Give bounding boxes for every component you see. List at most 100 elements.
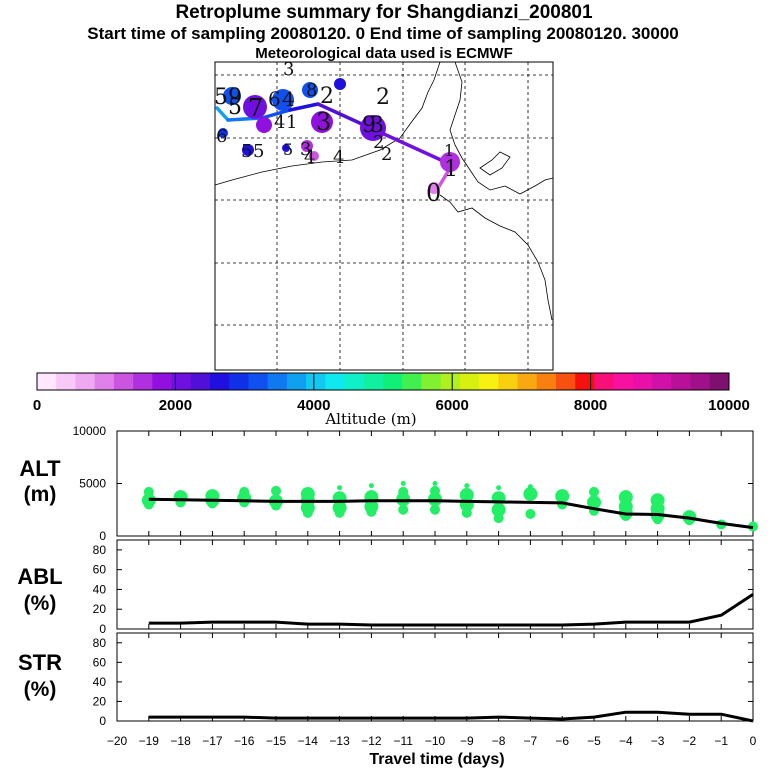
x-tick-label: −5 <box>587 734 601 748</box>
y-tick-label: 5000 <box>79 477 106 491</box>
altitude-colorbar: 0 2000 4000 6000 8000 10000 Altitude (m) <box>33 372 750 428</box>
map-label: 4 <box>333 147 344 168</box>
y-axis-label: ALT <box>19 456 61 481</box>
x-tick-label: −7 <box>524 734 538 748</box>
altitude-cluster-point <box>432 481 438 486</box>
altitude-cluster-point <box>271 485 281 496</box>
y-tick-label: 60 <box>93 655 107 669</box>
colorbar-axis-label: Altitude (m) <box>324 410 416 428</box>
x-tick-label: −12 <box>361 734 382 748</box>
colorbar-swatch <box>171 373 192 390</box>
y-tick-label: 20 <box>93 694 107 708</box>
map-label: 9 <box>362 113 376 138</box>
altitude-cluster-point <box>491 502 506 517</box>
x-tick-label: −2 <box>683 734 697 748</box>
y-axis-label: ABL <box>17 564 62 589</box>
map-label: 6 <box>216 126 227 147</box>
map-label: 9 <box>228 85 242 110</box>
y-axis-unit: (m) <box>24 483 57 506</box>
altitude-cluster-point <box>523 487 538 501</box>
altitude-cluster-point <box>396 492 411 507</box>
map-label: 5 <box>228 95 242 120</box>
altitude-cluster-point <box>366 506 377 517</box>
altitude-cluster-point <box>334 507 345 518</box>
x-tick-label: −6 <box>555 734 569 748</box>
altitude-cluster-point <box>428 492 442 507</box>
x-tick-label: −15 <box>266 734 287 748</box>
map-label: 6 <box>268 87 281 111</box>
x-tick-label: 0 <box>750 734 757 748</box>
sampling-time-subtitle: Start time of sampling 20080120. 0 End t… <box>87 24 679 43</box>
x-tick-label: −10 <box>425 734 446 748</box>
colorbar-swatch <box>421 373 442 390</box>
altitude-cluster-point <box>239 497 250 508</box>
x-tick-label: −17 <box>202 734 223 748</box>
altitude-cluster-point <box>302 507 313 518</box>
colorbar-swatch <box>479 373 499 390</box>
colorbar-swatch <box>56 373 76 390</box>
x-tick-label: −14 <box>298 734 319 748</box>
y-axis-label: STR <box>18 650 62 675</box>
coastline <box>214 61 554 321</box>
time-series-panels: ALT(m) 0 5000 10000 ABL (%) 0 20 40 60 80 STR (%) 0 20… <box>17 424 758 768</box>
colorbar-swatch <box>248 373 269 390</box>
altitude-cluster-point <box>368 483 374 489</box>
colorbar-tick-label: 2000 <box>159 397 192 414</box>
map-label: 2 <box>381 144 392 165</box>
altitude-cluster-point <box>271 500 281 511</box>
map-label: 0 <box>426 179 441 207</box>
colorbar-swatch <box>652 373 672 390</box>
colorbar-swatch <box>671 373 692 390</box>
altitude-cluster-point <box>496 485 502 491</box>
y-tick-label: 0 <box>99 529 106 543</box>
map-frame <box>214 61 554 371</box>
map-label: 5 <box>253 141 264 162</box>
y-axis-unit: (%) <box>24 592 57 615</box>
y-tick-label: 60 <box>93 563 107 577</box>
map-label: 4 <box>282 87 295 111</box>
altitude-cluster-point <box>525 508 536 519</box>
panel-abl: ABL (%) 0 20 40 60 80 <box>17 539 754 636</box>
colorbar-tick-label: 8000 <box>574 397 607 414</box>
map-label: 1 <box>444 157 458 182</box>
altitude-cluster-point <box>430 504 440 515</box>
colorbar-swatch <box>363 373 384 390</box>
map-dots <box>218 78 460 194</box>
map-label: 1 <box>286 112 297 133</box>
y-tick-label: 0 <box>99 622 106 636</box>
y-tick-label: 80 <box>93 636 107 650</box>
altitude-cluster-point <box>461 507 472 518</box>
colorbar-swatch <box>575 373 595 390</box>
series-line <box>148 710 754 723</box>
colorbar-swatch <box>190 373 211 390</box>
colorbar-swatch <box>94 373 115 390</box>
colorbar-swatch <box>229 373 249 390</box>
colorbar-swatch <box>690 373 711 390</box>
map-label: 3 <box>300 139 311 160</box>
y-tick-label: 10000 <box>73 424 107 438</box>
altitude-cluster-point <box>337 485 343 491</box>
x-tick-label: −13 <box>329 734 350 748</box>
colorbar-swatch <box>306 373 326 390</box>
map-label: 2 <box>376 85 390 110</box>
colorbar-tick-label: 4000 <box>297 397 330 414</box>
x-tick-label: −20 <box>107 734 128 748</box>
map-label: 3 <box>370 113 384 138</box>
map-label: 3 <box>316 108 331 136</box>
altitude-cluster-point <box>587 495 601 510</box>
panel-frame <box>116 632 754 722</box>
map-label: 1 <box>444 141 454 160</box>
y-tick-label: 40 <box>93 675 107 689</box>
colorbar-swatch <box>536 373 557 390</box>
met-data-subtitle: Meteorological data used is ECMWF <box>255 45 513 62</box>
colorbar-swatch <box>133 373 153 390</box>
chart-title: Retroplume summary for Shangdianzi_20080… <box>175 2 593 23</box>
x-tick-label: −4 <box>619 734 633 748</box>
x-tick-label: −16 <box>234 734 255 748</box>
y-tick-label: 40 <box>93 582 107 596</box>
altitude-cluster-point <box>555 489 570 504</box>
altitude-cluster-point <box>400 481 406 486</box>
